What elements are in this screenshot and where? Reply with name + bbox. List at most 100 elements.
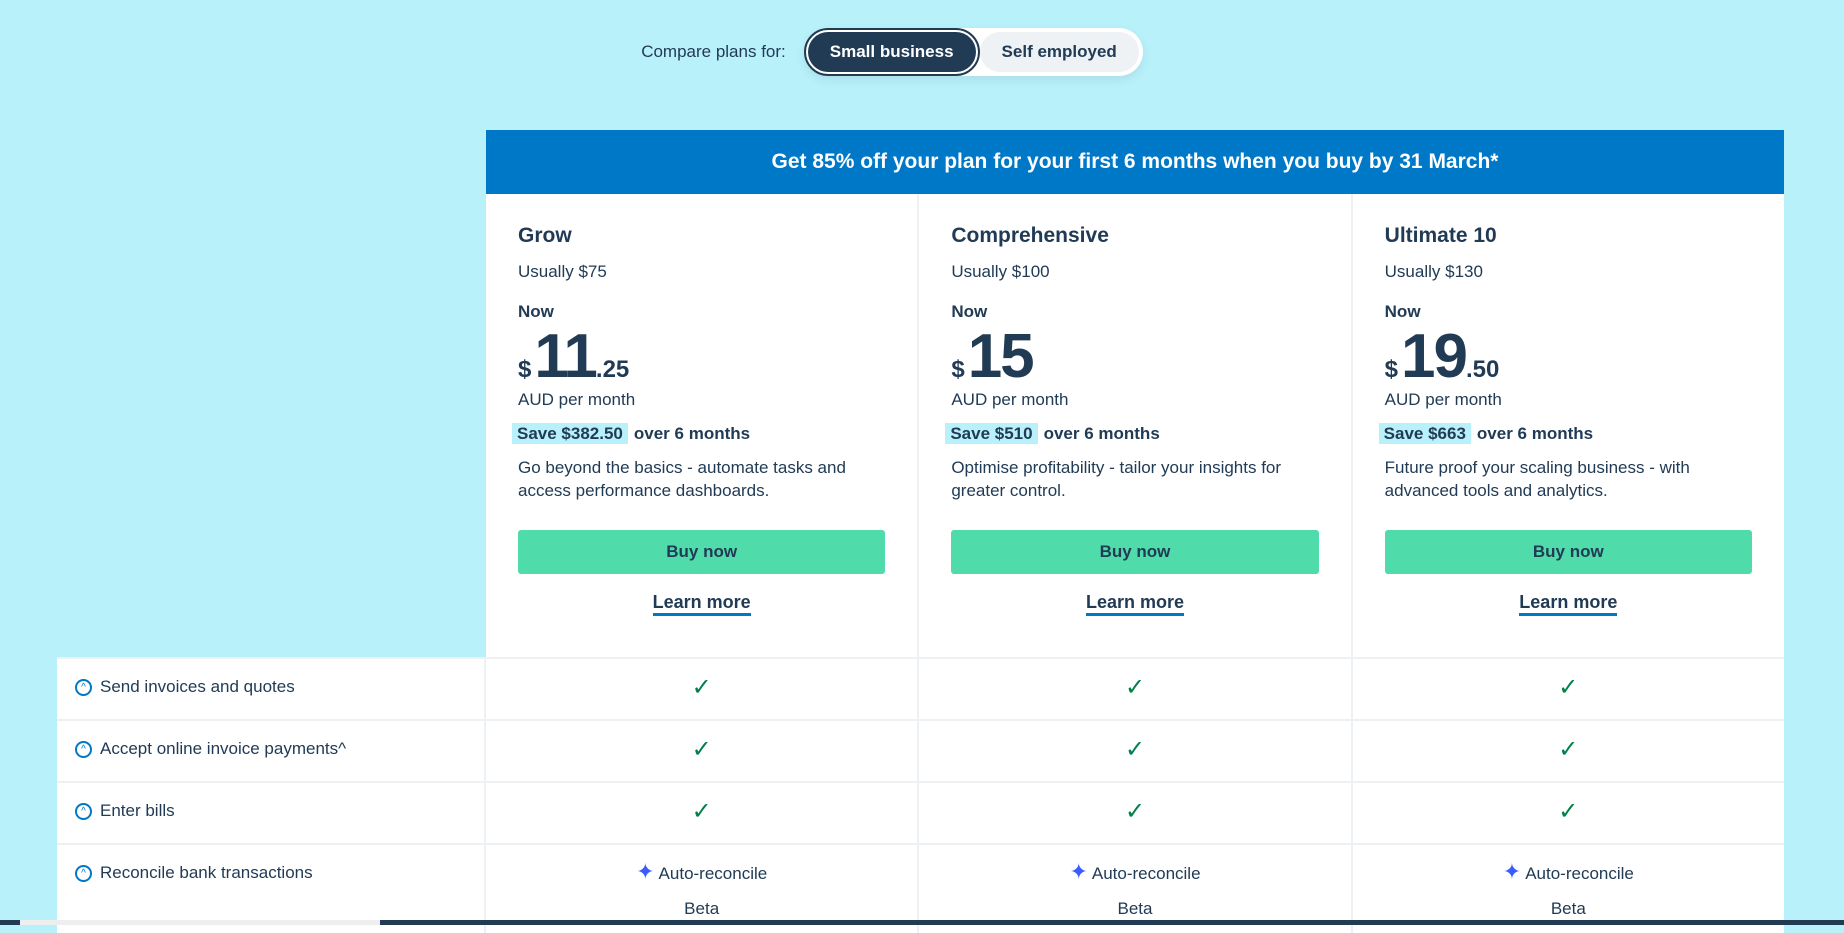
price-cents: .25 bbox=[595, 356, 630, 383]
savings: Save $663 over 6 months bbox=[1378, 423, 1752, 444]
check-icon: ✓ bbox=[1124, 798, 1146, 825]
feature-cell: ✦ Auto-reconcile Beta bbox=[1353, 845, 1784, 933]
feature-cell: ✓ bbox=[1353, 721, 1784, 781]
feature-cell: ✓ bbox=[486, 721, 920, 781]
save-badge: Save $510 bbox=[945, 423, 1038, 444]
buy-now-button[interactable]: Buy now bbox=[951, 530, 1319, 574]
scrollbar-thumb[interactable] bbox=[20, 920, 380, 925]
plan-type-toggle-row: Compare plans for: Small business Self e… bbox=[0, 28, 1844, 76]
sparkle-icon: ✦ bbox=[1069, 859, 1088, 884]
price: $15 bbox=[951, 326, 1318, 388]
check-icon: ✓ bbox=[1124, 736, 1146, 763]
plan-name: Comprehensive bbox=[951, 224, 1109, 247]
learn-more-link[interactable]: Learn more bbox=[951, 592, 1318, 616]
now-label: Now bbox=[951, 302, 988, 321]
feature-cell: ✓ bbox=[919, 659, 1353, 719]
plan-card-grow: Grow Usually $75 Now $11.25 AUD per mont… bbox=[486, 194, 920, 657]
check-icon: ✓ bbox=[1558, 798, 1579, 825]
price-whole: 19 bbox=[1401, 322, 1468, 391]
promo-banner: Get 85% off your plan for your first 6 m… bbox=[486, 130, 1784, 194]
feature-cell: ✓ bbox=[486, 783, 920, 843]
save-badge: Save $382.50 bbox=[512, 423, 628, 444]
save-badge: Save $663 bbox=[1378, 423, 1471, 444]
feature-table: ^ Send invoices and quotes ✓ ✓ ✓ ^ Accept … bbox=[57, 657, 1784, 933]
feature-row: ^ Reconcile bank transactions ✦ Auto-recon… bbox=[57, 843, 1784, 933]
small-business-option[interactable]: Small business bbox=[803, 28, 980, 76]
feature-cell: ✓ bbox=[1353, 783, 1784, 843]
buy-now-button[interactable]: Buy now bbox=[518, 530, 886, 574]
usual-price: Usually $75 bbox=[518, 262, 607, 281]
check-icon: ✓ bbox=[1558, 736, 1579, 763]
usual-price: Usually $100 bbox=[951, 262, 1050, 281]
feature-name: Reconcile bank transactions bbox=[100, 863, 313, 882]
now-label: Now bbox=[1384, 302, 1421, 321]
feature-toggle[interactable]: ^ Accept online invoice payments^ bbox=[57, 721, 486, 781]
plan-description: Go beyond the basics - automate tasks an… bbox=[518, 458, 846, 500]
feature-row: ^ Send invoices and quotes ✓ ✓ ✓ bbox=[57, 657, 1784, 719]
price-period: AUD per month bbox=[518, 390, 636, 409]
horizontal-scrollbar[interactable] bbox=[0, 920, 1844, 925]
learn-more-link[interactable]: Learn more bbox=[1385, 592, 1752, 616]
plan-card-ultimate-10: Ultimate 10 Usually $130 Now $19.50 AUD … bbox=[1353, 194, 1784, 657]
chevron-up-icon: ^ bbox=[75, 679, 92, 696]
feature-name: Send invoices and quotes bbox=[100, 677, 295, 696]
plan-card-comprehensive: Comprehensive Usually $100 Now $15 AUD p… bbox=[919, 194, 1353, 657]
beta-label: Beta bbox=[1117, 899, 1153, 918]
plan-name: Grow bbox=[518, 224, 572, 247]
plan-cards: Grow Usually $75 Now $11.25 AUD per mont… bbox=[486, 194, 1784, 657]
save-suffix: over 6 months bbox=[633, 424, 751, 443]
feature-toggle[interactable]: ^ Enter bills bbox=[57, 783, 486, 843]
price-cents: .50 bbox=[1465, 356, 1500, 383]
check-icon: ✓ bbox=[1124, 674, 1146, 701]
plan-description: Optimise profitability - tailor your ins… bbox=[951, 458, 1282, 500]
plan-description: Future proof your scaling business - wit… bbox=[1384, 458, 1690, 500]
feature-name: Enter bills bbox=[100, 801, 175, 820]
check-icon: ✓ bbox=[691, 736, 712, 763]
sparkle-icon: ✦ bbox=[1502, 859, 1522, 884]
check-icon: ✓ bbox=[691, 674, 712, 701]
price-period: AUD per month bbox=[1384, 390, 1502, 409]
price-whole: 15 bbox=[967, 322, 1035, 391]
feature-toggle[interactable]: ^ Reconcile bank transactions bbox=[57, 845, 486, 933]
feature-value: Auto-reconcile bbox=[1091, 864, 1201, 883]
feature-value: Auto-reconcile bbox=[1525, 864, 1634, 883]
feature-cell: ✦ Auto-reconcile Beta bbox=[919, 845, 1353, 933]
currency: $ bbox=[518, 356, 532, 383]
feature-cell: ✓ bbox=[486, 659, 920, 719]
feature-name: Accept online invoice payments^ bbox=[100, 739, 347, 758]
feature-value: Auto-reconcile bbox=[658, 864, 768, 883]
chevron-up-icon: ^ bbox=[75, 741, 92, 758]
feature-cell: ✦ Auto-reconcile Beta bbox=[486, 845, 920, 933]
self-employed-option[interactable]: Self employed bbox=[979, 32, 1139, 72]
check-icon: ✓ bbox=[1558, 674, 1579, 701]
plan-type-toggle: Small business Self employed bbox=[803, 28, 1143, 76]
feature-toggle[interactable]: ^ Send invoices and quotes bbox=[57, 659, 486, 719]
feature-cell: ✓ bbox=[1353, 659, 1784, 719]
feature-cell: ✓ bbox=[919, 721, 1353, 781]
price: $19.50 bbox=[1385, 326, 1752, 388]
feature-cell: ✓ bbox=[919, 783, 1353, 843]
beta-label: Beta bbox=[1550, 899, 1586, 918]
chevron-up-icon: ^ bbox=[75, 865, 92, 882]
save-suffix: over 6 months bbox=[1476, 424, 1594, 443]
beta-label: Beta bbox=[684, 899, 720, 918]
plan-name: Ultimate 10 bbox=[1384, 224, 1497, 247]
feature-row: ^ Enter bills ✓ ✓ ✓ bbox=[57, 781, 1784, 843]
currency: $ bbox=[951, 356, 965, 383]
currency: $ bbox=[1384, 356, 1399, 383]
price-whole: 11 bbox=[534, 322, 598, 391]
price: $11.25 bbox=[518, 326, 885, 388]
savings: Save $382.50 over 6 months bbox=[512, 423, 885, 444]
compare-label: Compare plans for: bbox=[641, 42, 786, 61]
check-icon: ✓ bbox=[691, 798, 712, 825]
learn-more-link[interactable]: Learn more bbox=[518, 592, 885, 616]
sparkle-icon: ✦ bbox=[636, 859, 655, 884]
now-label: Now bbox=[518, 302, 554, 321]
feature-row: ^ Accept online invoice payments^ ✓ ✓ ✓ bbox=[57, 719, 1784, 781]
usual-price: Usually $130 bbox=[1384, 262, 1483, 281]
save-suffix: over 6 months bbox=[1043, 424, 1160, 443]
buy-now-button[interactable]: Buy now bbox=[1384, 530, 1752, 574]
chevron-up-icon: ^ bbox=[75, 803, 92, 820]
price-period: AUD per month bbox=[951, 390, 1069, 409]
savings: Save $510 over 6 months bbox=[945, 423, 1318, 444]
